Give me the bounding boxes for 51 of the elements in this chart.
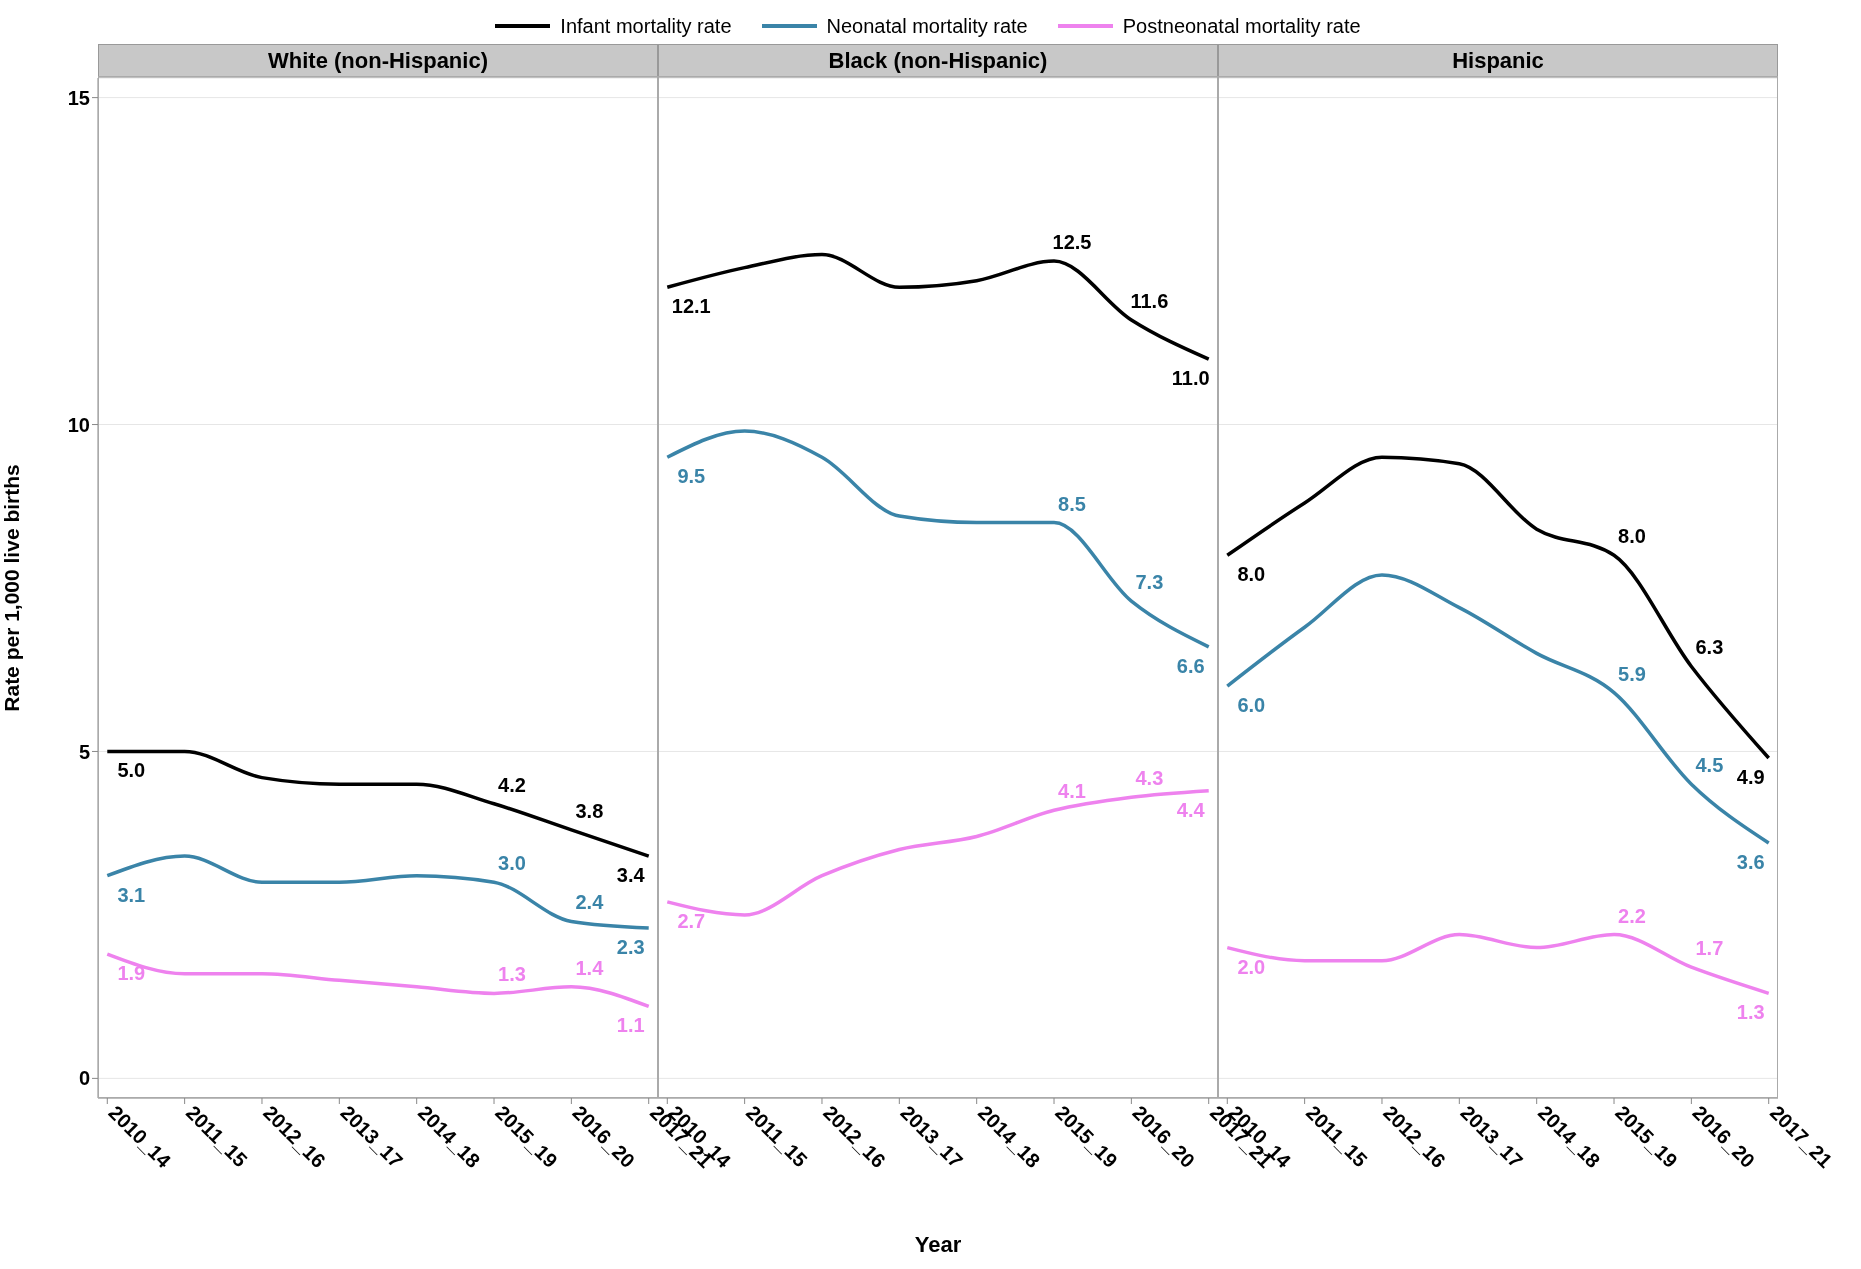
legend-label: Neonatal mortality rate bbox=[826, 14, 1028, 38]
data-label: 11.0 bbox=[1171, 367, 1210, 390]
data-label: 6.0 bbox=[1237, 694, 1266, 717]
legend-label: Postneonatal mortality rate bbox=[1122, 14, 1361, 38]
data-label: 1.1 bbox=[616, 1014, 645, 1037]
data-label: 5.0 bbox=[117, 759, 146, 782]
data-label: 3.0 bbox=[498, 852, 526, 875]
data-label: 8.5 bbox=[1058, 492, 1086, 515]
line-series bbox=[105, 952, 651, 1009]
data-label: 2.4 bbox=[575, 891, 605, 914]
data-label: 1.3 bbox=[498, 963, 526, 986]
data-label: 3.1 bbox=[117, 883, 146, 906]
data-label: 4.1 bbox=[1058, 780, 1086, 803]
data-label: 2.0 bbox=[1237, 955, 1266, 978]
data-label: 4.9 bbox=[1736, 766, 1765, 788]
data-label: 6.6 bbox=[1176, 654, 1205, 677]
data-label: 11.6 bbox=[1130, 289, 1169, 312]
data-label: 1.3 bbox=[1736, 1001, 1765, 1024]
data-label: 1.7 bbox=[1695, 937, 1724, 960]
data-label: 2.3 bbox=[616, 936, 645, 958]
data-label: 3.8 bbox=[575, 799, 604, 822]
y-tick-label: 15 bbox=[67, 86, 90, 109]
data-label: 1.4 bbox=[575, 956, 605, 979]
y-tick-label: 0 bbox=[78, 1067, 90, 1090]
data-label: 4.5 bbox=[1695, 754, 1724, 777]
y-axis-title: Rate per 1,000 live births bbox=[0, 464, 24, 712]
data-label: 5.9 bbox=[1618, 662, 1646, 685]
data-label: 8.0 bbox=[1618, 525, 1646, 548]
chart-title: Black (non-Hispanic) bbox=[658, 44, 1218, 78]
data-label: 9.5 bbox=[677, 465, 706, 488]
data-label: 6.3 bbox=[1695, 636, 1724, 659]
data-label: 4.3 bbox=[1135, 767, 1164, 790]
data-label: 8.0 bbox=[1237, 563, 1266, 586]
line-series bbox=[105, 854, 651, 930]
y-tick-label: 10 bbox=[67, 413, 90, 436]
legend-label: Infant mortality rate bbox=[560, 14, 732, 38]
line-series bbox=[105, 749, 651, 858]
data-label: 12.5 bbox=[1052, 231, 1092, 254]
data-label: 4.2 bbox=[498, 773, 526, 796]
data-label: 3.6 bbox=[1736, 851, 1765, 873]
data-label: 1.9 bbox=[117, 962, 146, 985]
x-axis-title: Year bbox=[913, 1232, 963, 1258]
chart-title: White (non-Hispanic) bbox=[98, 44, 658, 78]
data-label: 7.3 bbox=[1135, 571, 1164, 594]
data-label: 12.1 bbox=[671, 295, 711, 318]
data-label: 4.4 bbox=[1176, 798, 1206, 821]
data-label: 3.4 bbox=[616, 864, 646, 887]
data-label: 2.2 bbox=[1618, 904, 1646, 927]
data-label: 2.7 bbox=[677, 909, 706, 932]
chart-title: Hispanic bbox=[1218, 44, 1778, 78]
y-tick-label: 5 bbox=[78, 740, 90, 763]
